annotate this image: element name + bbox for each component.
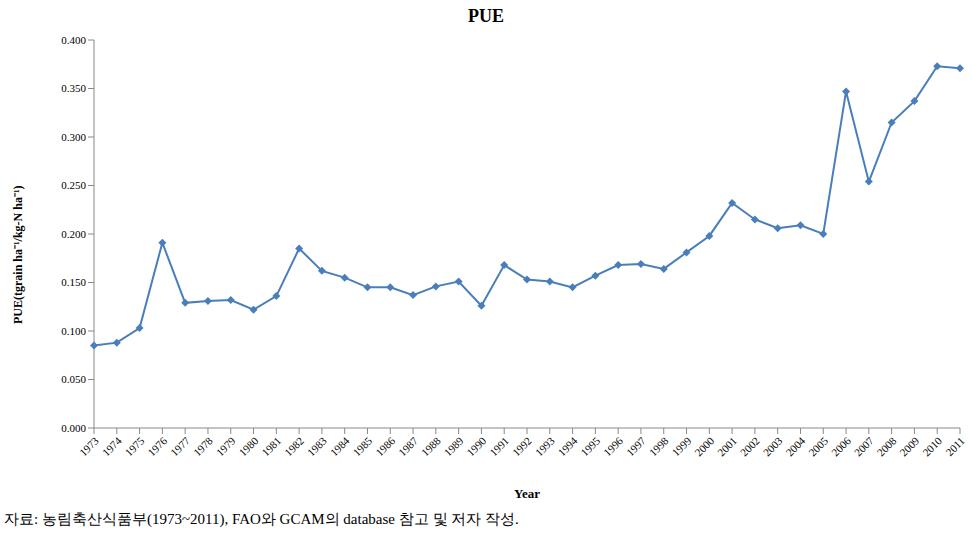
svg-text:2006: 2006 bbox=[829, 434, 853, 458]
svg-text:1977: 1977 bbox=[168, 434, 192, 458]
svg-text:2009: 2009 bbox=[897, 434, 921, 458]
svg-text:0.150: 0.150 bbox=[61, 276, 86, 288]
svg-text:2000: 2000 bbox=[692, 434, 716, 458]
svg-text:1989: 1989 bbox=[442, 434, 466, 458]
svg-text:1996: 1996 bbox=[601, 434, 625, 458]
svg-text:2007: 2007 bbox=[852, 434, 876, 458]
svg-text:1980: 1980 bbox=[236, 434, 260, 458]
svg-text:1999: 1999 bbox=[669, 434, 693, 458]
svg-text:1991: 1991 bbox=[487, 434, 511, 458]
svg-text:1982: 1982 bbox=[282, 434, 306, 458]
svg-text:1992: 1992 bbox=[510, 434, 534, 458]
svg-text:2011: 2011 bbox=[943, 434, 964, 458]
svg-text:0.100: 0.100 bbox=[61, 325, 86, 337]
svg-text:0.350: 0.350 bbox=[61, 82, 86, 94]
svg-text:0.200: 0.200 bbox=[61, 228, 86, 240]
svg-text:1994: 1994 bbox=[555, 434, 579, 458]
svg-text:1981: 1981 bbox=[259, 434, 283, 458]
svg-text:0.250: 0.250 bbox=[61, 179, 86, 191]
html-text:자료: 농림축산식품부(1973~2011), FAO와 G: 자료: 농림축산식품부(1973~2011), FAO와 GCAM의 datab… bbox=[4, 511, 519, 527]
svg-text:1976: 1976 bbox=[145, 434, 169, 458]
svg-text:1983: 1983 bbox=[305, 434, 329, 458]
svg-text:0.300: 0.300 bbox=[61, 131, 86, 143]
svg-text:0.050: 0.050 bbox=[61, 373, 86, 385]
svg-text:0.000: 0.000 bbox=[61, 422, 86, 434]
svg-text:1993: 1993 bbox=[533, 434, 557, 458]
svg-text:0.400: 0.400 bbox=[61, 34, 86, 46]
svg-text:2010: 2010 bbox=[920, 434, 944, 458]
svg-text:1975: 1975 bbox=[122, 434, 146, 458]
svg-text:1973: 1973 bbox=[77, 434, 101, 458]
svg-text:1984: 1984 bbox=[328, 434, 352, 458]
svg-text:1997: 1997 bbox=[624, 434, 648, 458]
svg-text:1979: 1979 bbox=[214, 434, 238, 458]
svg-text:1986: 1986 bbox=[373, 434, 397, 458]
svg-text:1978: 1978 bbox=[191, 434, 215, 458]
svg-text:PUE(tgrain ha⁻¹/kg-N ha⁻¹): PUE(tgrain ha⁻¹/kg-N ha⁻¹) bbox=[11, 185, 25, 324]
svg-text:1987: 1987 bbox=[396, 434, 420, 458]
svg-text:2002: 2002 bbox=[738, 434, 762, 458]
svg-text:1988: 1988 bbox=[419, 434, 443, 458]
svg-text:1985: 1985 bbox=[350, 434, 374, 458]
svg-text:2004: 2004 bbox=[783, 434, 807, 458]
svg-text:1990: 1990 bbox=[464, 434, 488, 458]
html-text:PUE: PUE bbox=[468, 6, 504, 26]
svg-text:Year: Year bbox=[514, 486, 540, 501]
svg-text:1974: 1974 bbox=[100, 434, 124, 458]
svg-text:1998: 1998 bbox=[647, 434, 671, 458]
svg-text:1995: 1995 bbox=[578, 434, 602, 458]
svg-text:2001: 2001 bbox=[715, 434, 739, 458]
svg-text:2003: 2003 bbox=[761, 434, 785, 458]
svg-text:2008: 2008 bbox=[875, 434, 899, 458]
svg-text:2005: 2005 bbox=[806, 434, 830, 458]
